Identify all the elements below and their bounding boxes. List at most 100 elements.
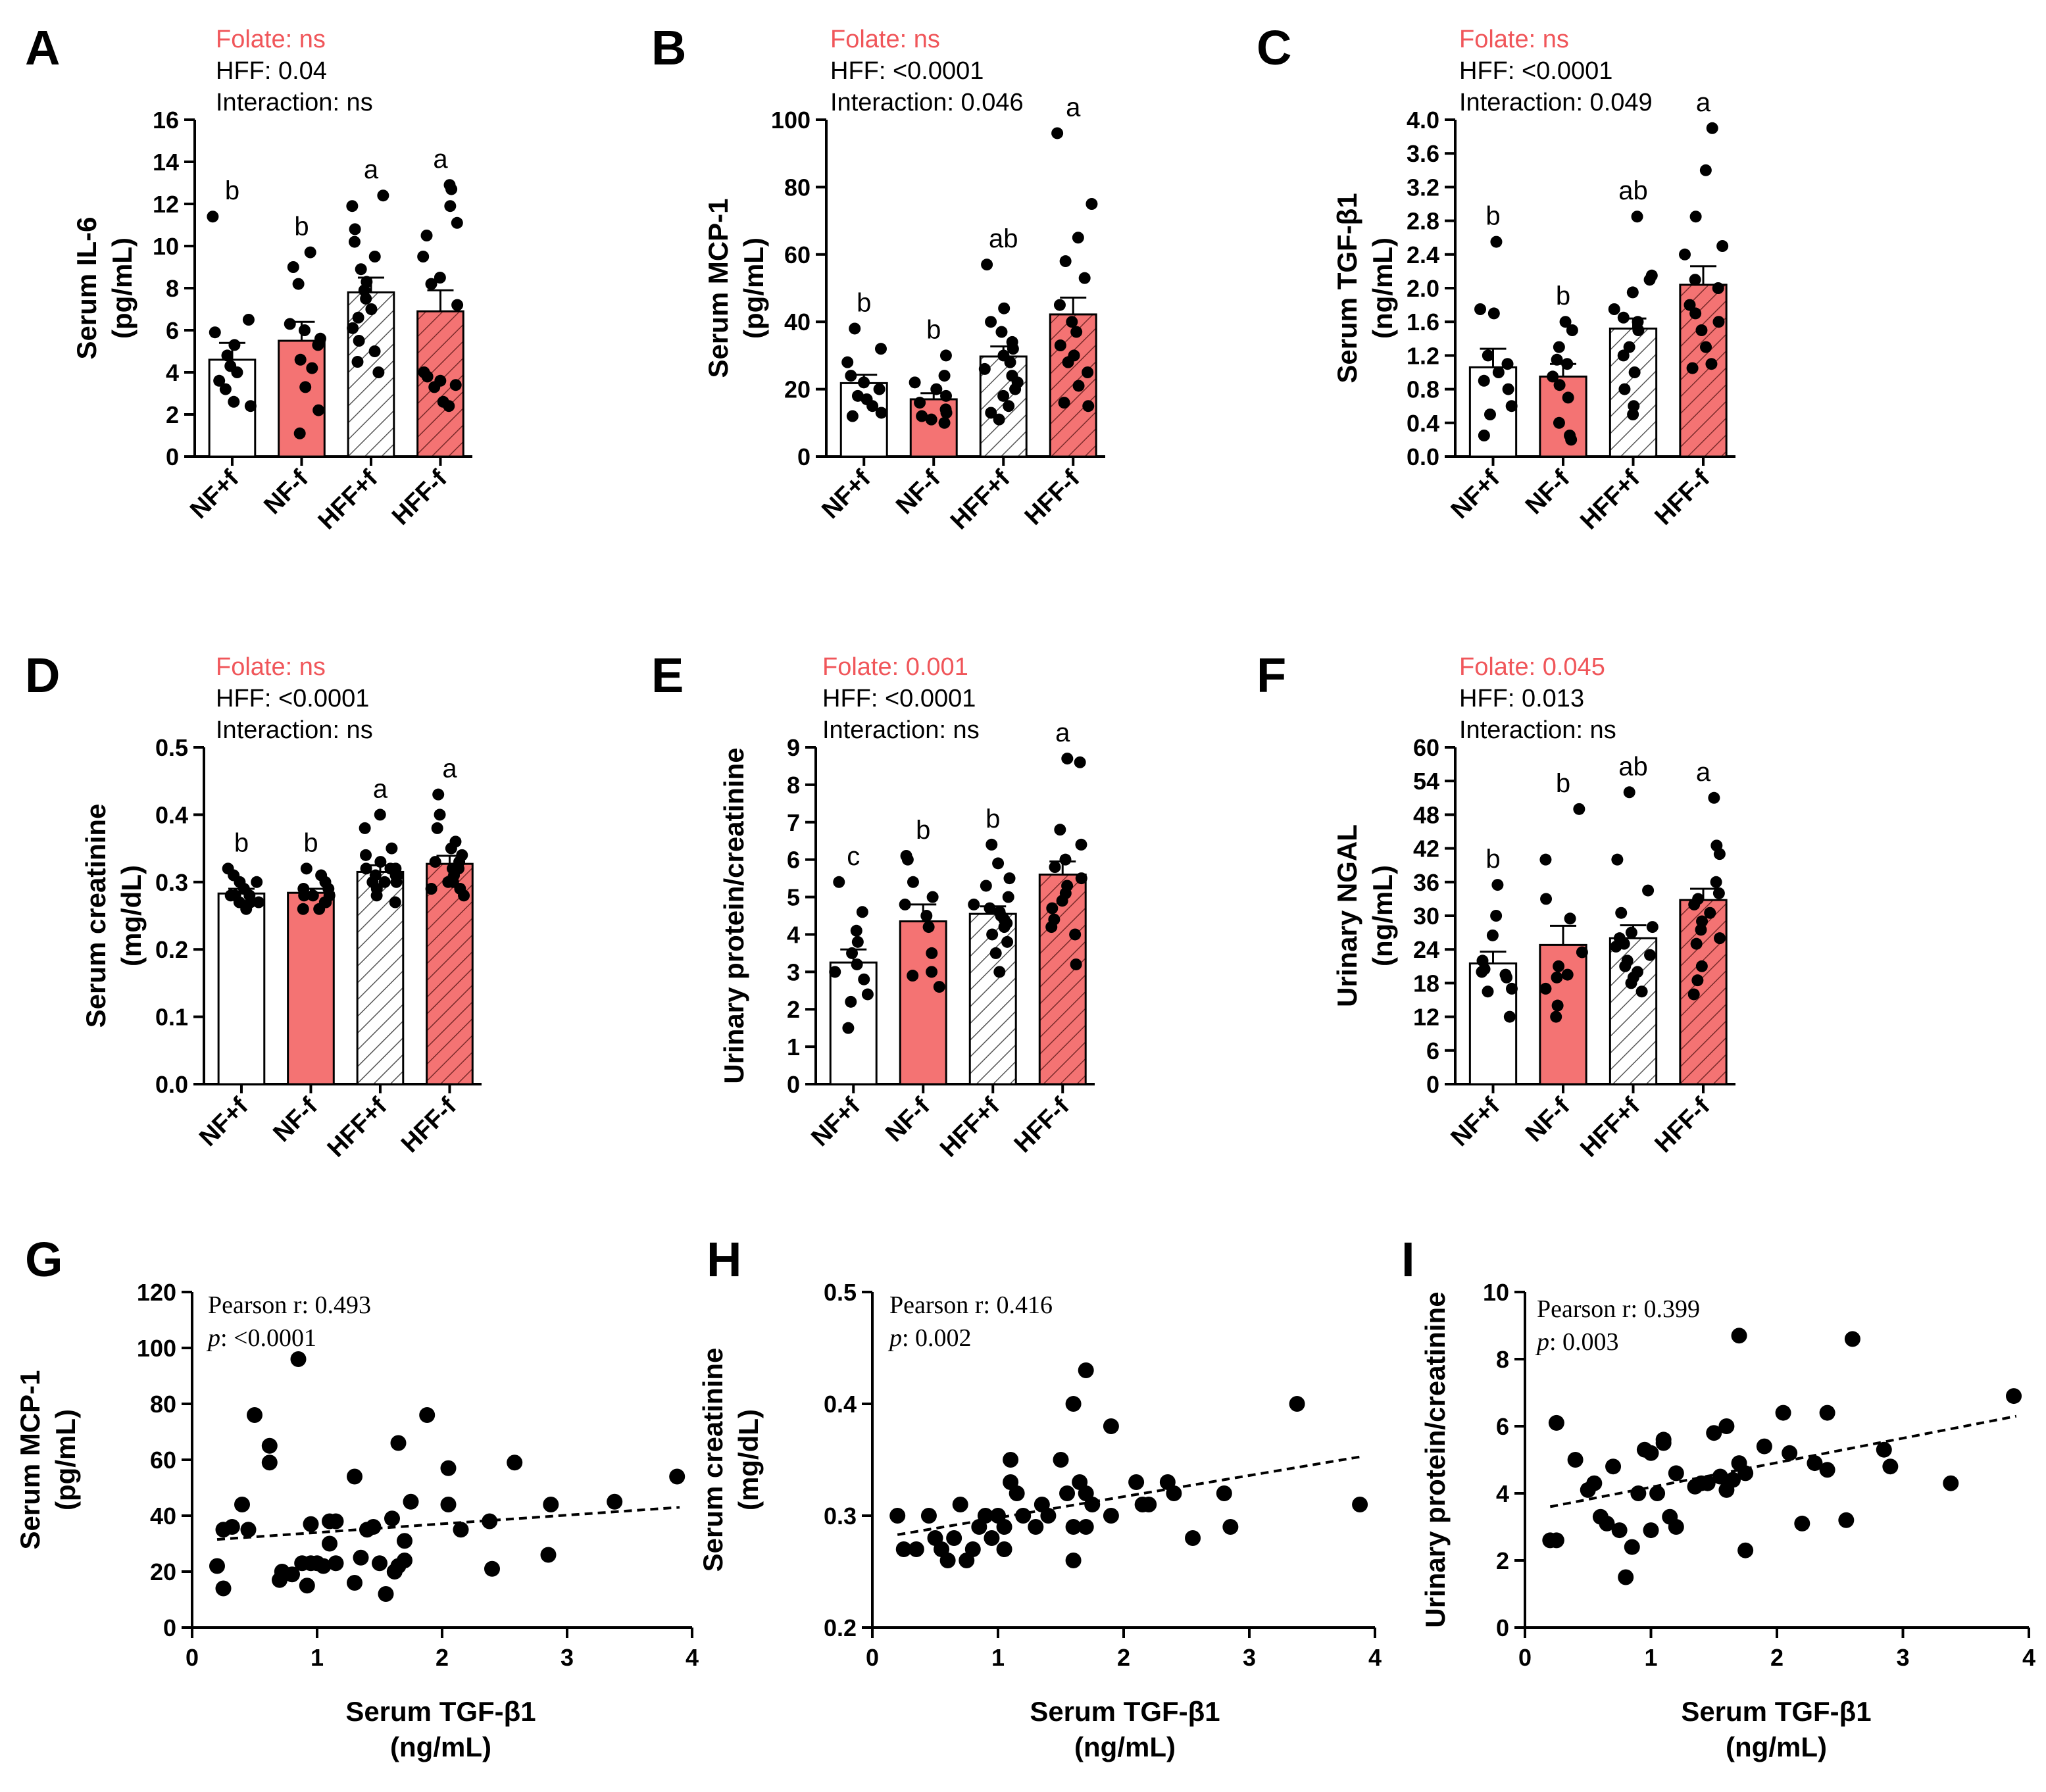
- data-point: [866, 400, 879, 412]
- stat-interaction: Interaction: ns: [822, 716, 980, 744]
- data-point: [377, 189, 389, 202]
- y-axis-label: Urinary protein/creatinine: [718, 747, 749, 1083]
- data-point: [1737, 1465, 1754, 1481]
- data-point: [1688, 898, 1701, 910]
- x-tick-label: 0: [1518, 1644, 1532, 1671]
- p-value-text: : 0.002: [902, 1324, 972, 1352]
- stats-block: Folate: 0.045 HFF: 0.013 Interaction: ns: [1459, 653, 1616, 744]
- data-point: [1695, 924, 1707, 936]
- significance-letter: ab: [989, 224, 1018, 253]
- data-point: [440, 1497, 457, 1512]
- data-point: [1069, 928, 1082, 941]
- y-tick-label: 40: [150, 1503, 176, 1530]
- data-point: [1553, 379, 1566, 391]
- data-point: [1015, 1508, 1032, 1524]
- data-point: [1065, 1553, 1082, 1568]
- data-point: [858, 376, 870, 389]
- y-tick-label: 0.3: [824, 1503, 857, 1530]
- data-point: [1565, 434, 1578, 446]
- y-tick-label: 12: [153, 191, 179, 218]
- data-point: [1610, 940, 1622, 953]
- panel-letter: F: [1257, 648, 1286, 703]
- data-point: [374, 809, 386, 821]
- data-point: [856, 906, 868, 918]
- data-point: [403, 1493, 419, 1510]
- significance-letter: a: [442, 755, 457, 784]
- stat-hff: HFF: 0.013: [1459, 685, 1584, 712]
- y-tick-label: 3.2: [1407, 174, 1439, 201]
- data-point: [1642, 884, 1655, 897]
- data-point: [304, 246, 316, 259]
- data-point: [1002, 891, 1014, 903]
- data-point: [1046, 902, 1059, 914]
- data-point: [1553, 416, 1565, 429]
- data-point: [874, 343, 887, 355]
- data-point: [351, 356, 364, 368]
- y-axis-title: Urinary protein/creatinine: [1420, 1291, 1451, 1628]
- y-axis-label: Serum MCP-1 (pg/mL): [14, 1370, 81, 1549]
- data-point: [1882, 1458, 1899, 1475]
- data-point: [829, 966, 841, 978]
- data-point: [1586, 1475, 1603, 1491]
- data-point: [434, 272, 446, 284]
- x-tick-label-group: NF-f: [891, 464, 946, 520]
- significance-letter: a: [1696, 758, 1711, 787]
- x-tick-label-group: NF+f: [185, 464, 244, 524]
- y-tick-label: 0.2: [824, 1614, 857, 1641]
- data-point: [1547, 370, 1559, 383]
- data-point: [981, 259, 993, 271]
- data-point: [1059, 255, 1072, 268]
- data-point: [443, 400, 455, 412]
- data-point: [1053, 1452, 1069, 1468]
- data-point: [926, 947, 938, 959]
- data-point: [2006, 1388, 2022, 1405]
- data-point: [346, 200, 359, 212]
- y-tick-label: 10: [1483, 1279, 1509, 1306]
- stat-interaction: Interaction: 0.046: [830, 89, 1024, 116]
- x-tick-label: HFF+f: [935, 1092, 1005, 1162]
- y-tick-label: 24: [1413, 936, 1439, 963]
- data-point: [1838, 1512, 1855, 1528]
- data-point: [849, 322, 861, 335]
- data-point: [1655, 1431, 1672, 1448]
- x-tick-label-group: HFF+f: [935, 1092, 1005, 1162]
- panel-letter: C: [1257, 20, 1291, 75]
- data-point: [209, 1558, 225, 1574]
- data-point: [370, 889, 383, 902]
- data-point: [440, 1460, 457, 1476]
- data-point: [1058, 397, 1070, 409]
- data-point: [1476, 966, 1488, 978]
- y-axis-unit: (ng/mL): [1367, 865, 1398, 966]
- data-point: [1128, 1474, 1145, 1490]
- panel-i: I 0 2 4 6 8 10 0 1 2 3 4 Serum TGF-β1 (ng/mL) Urinary …: [1401, 1232, 2035, 1762]
- data-point: [1819, 1462, 1835, 1478]
- data-point: [1561, 358, 1574, 370]
- bar: [1609, 937, 1658, 1085]
- data-point: [1009, 1485, 1025, 1501]
- data-point: [889, 1508, 906, 1524]
- stats-block: Folate: ns HFF: <0.0001 Interaction: ns: [216, 653, 373, 744]
- bar: [1468, 962, 1518, 1085]
- x-tick-label-group: NF+f: [816, 464, 876, 524]
- y-tick-label: 8: [166, 275, 179, 302]
- significance-letter: b: [857, 288, 871, 317]
- data-point: [996, 1541, 1012, 1557]
- data-point: [1635, 985, 1648, 998]
- data-point: [1009, 383, 1022, 395]
- stat-hff: HFF: <0.0001: [830, 57, 984, 85]
- data-point: [1053, 299, 1066, 311]
- data-point: [1051, 127, 1064, 139]
- data-point: [374, 856, 387, 868]
- bar: [1679, 284, 1728, 458]
- data-point: [1490, 236, 1503, 248]
- y-tick-label: 0.1: [155, 1004, 188, 1031]
- data-point: [1699, 164, 1712, 176]
- x-axis-unit: (ng/mL): [390, 1731, 491, 1762]
- data-point: [294, 353, 307, 366]
- y-tick-label: 0: [1426, 1071, 1439, 1098]
- y-axis-unit: (pg/mL): [738, 237, 769, 339]
- data-point: [1503, 1010, 1516, 1023]
- stat-folate: Folate: ns: [830, 26, 940, 53]
- data-point: [240, 903, 253, 915]
- data-point: [312, 404, 325, 416]
